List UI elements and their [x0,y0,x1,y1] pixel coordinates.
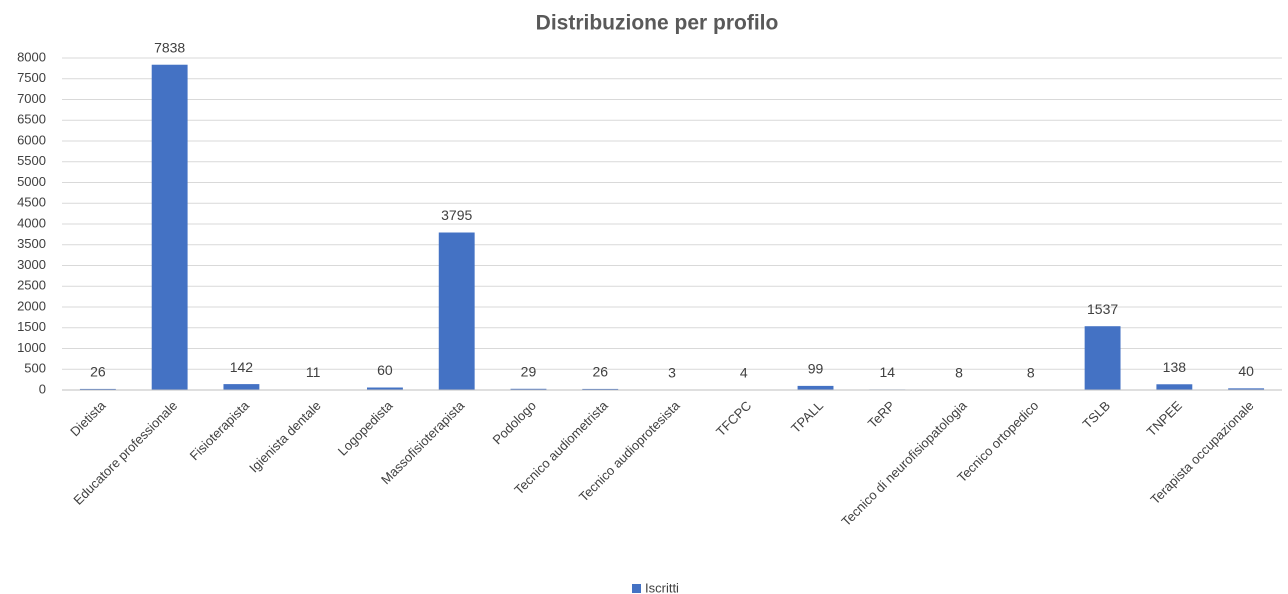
legend-swatch [632,584,641,593]
data-label: 60 [377,362,393,378]
legend-label: Iscritti [645,580,679,594]
x-tick-label: Tecnico di neurofisiopatologia [838,397,970,529]
x-tick-label: TeRP [865,398,898,431]
bar [223,384,260,390]
data-label: 7838 [154,39,185,55]
y-tick-label: 5500 [17,153,46,168]
x-tick-label: TSLB [1080,398,1114,432]
y-tick-label: 1500 [17,319,46,334]
data-label: 3 [668,365,676,381]
y-tick-label: 7000 [17,91,46,106]
data-label: 14 [880,364,896,380]
data-label: 3795 [441,207,472,223]
data-label: 40 [1238,363,1254,379]
chart-title: Distribuzione per profilo [536,12,779,35]
bar [1156,384,1193,390]
data-label: 8 [1027,364,1035,380]
x-tick-label: Tecnico ortopedico [954,398,1041,485]
data-label: 11 [306,364,321,380]
y-tick-label: 1000 [17,340,46,355]
data-label: 26 [592,364,608,380]
x-tick-label: Igienista dentale [246,398,324,476]
x-tick-label: Fisioterapista [187,397,253,463]
y-tick-label: 3500 [17,236,46,251]
y-tick-label: 0 [39,381,46,396]
y-tick-label: 3000 [17,257,46,272]
data-label: 99 [808,361,824,377]
bar [151,64,188,391]
x-tick-label: TFCPC [713,398,754,439]
data-label: 29 [521,363,537,379]
bar [1228,388,1265,390]
y-tick-label: 4000 [17,215,46,230]
data-label: 142 [230,359,254,375]
bar [582,388,619,390]
y-tick-label: 500 [24,361,46,376]
y-tick-label: 6500 [17,112,46,127]
bar [797,385,834,390]
x-tick-label: Dietista [67,397,109,439]
bar [367,387,403,390]
y-tick-label: 2500 [17,278,46,293]
x-tick-label: TNPEE [1144,398,1185,439]
bar [438,232,475,390]
x-tick-label: TPALL [788,398,826,436]
y-tick-label: 7500 [17,70,46,85]
y-tick-label: 6000 [17,132,46,147]
y-tick-label: 5000 [17,174,46,189]
bar [1084,326,1121,390]
x-tick-label: Logopedista [335,397,396,458]
y-tick-label: 2000 [17,298,46,313]
y-tick-label: 8000 [17,49,46,64]
data-label: 138 [1163,359,1187,375]
y-tick-label: 4500 [17,195,46,210]
data-label: 8 [955,364,963,380]
bar [510,388,547,390]
x-tick-label: Podologo [490,398,539,447]
bar [79,388,116,390]
data-label: 26 [90,364,106,380]
data-label: 4 [740,365,748,381]
data-label: 1537 [1087,301,1118,317]
